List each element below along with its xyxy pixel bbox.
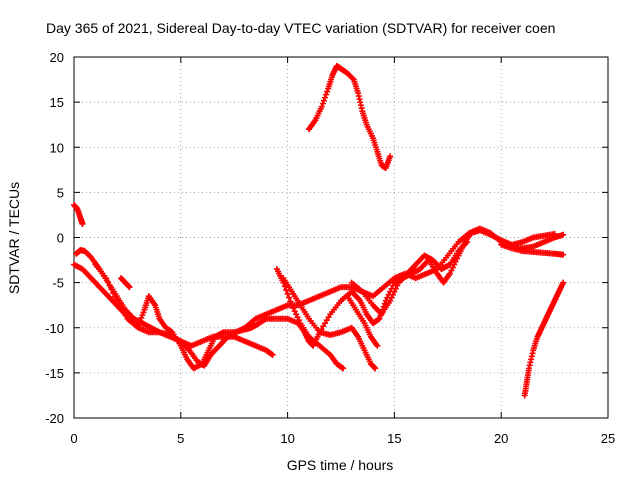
data-point [117,303,124,310]
data-point [324,88,331,95]
data-point [284,290,291,297]
series-arc-7 [280,275,379,372]
y-tick-label: 15 [50,95,64,110]
data-point [387,153,394,160]
data-point [320,97,327,104]
x-tick-label: 15 [387,431,401,446]
data-point [389,291,396,298]
chart-title: Day 365 of 2021, Sidereal Day-to-day VTE… [46,20,555,36]
data-point [319,100,326,107]
data-point [115,300,122,307]
data-point [106,282,113,289]
data-point [323,317,330,324]
data-point [288,302,295,309]
data-point [449,264,456,271]
x-tick-label: 20 [494,431,508,446]
data-point [290,305,297,312]
series-arc-8 [344,293,381,349]
series-arc-5 [117,275,133,291]
data-point [294,314,301,321]
y-tick-label: -15 [45,366,64,381]
data-points [71,63,567,399]
data-point [108,286,115,293]
data-point [111,293,118,300]
data-point [291,308,298,315]
series-arc-10 [305,63,394,172]
y-tick-label: 5 [57,185,64,200]
data-point [388,294,395,301]
data-point [320,323,327,330]
y-axis-label: SDTVAR / TECUs [6,182,22,294]
axis-ticks [73,56,609,419]
data-point [323,91,330,98]
y-tick-label: -5 [52,276,64,291]
series-arc-1 [71,202,86,227]
data-point [122,312,129,319]
x-axis-label: GPS time / hours [287,457,394,473]
data-point [87,253,94,260]
x-tick-label: 25 [601,431,615,446]
data-point [446,270,453,277]
data-point [349,75,356,82]
grid [74,57,608,418]
y-tick-label: 0 [57,231,64,246]
data-point [287,298,294,305]
data-point [120,309,127,316]
data-point [79,220,86,227]
y-tick-label: -20 [45,411,64,426]
data-point [119,306,126,313]
data-point [318,103,325,110]
data-point [448,267,455,274]
data-point [321,320,328,327]
data-point [113,297,120,304]
series-arc-11 [521,279,567,399]
data-point [126,284,133,291]
data-point [269,351,276,358]
data-point [392,285,399,292]
data-point [391,288,398,295]
series-arc-9 [348,239,471,318]
series-arc-4 [92,261,276,358]
data-point [551,230,558,237]
data-point [340,365,347,372]
x-tick-labels: 0 5 10 15 20 25 [70,431,615,446]
x-tick-label: 5 [177,431,184,446]
series-arc-12 [498,241,567,258]
data-point [394,282,401,289]
data-point [387,297,394,304]
data-point [374,342,381,349]
data-point [376,315,383,322]
data-point [286,294,293,301]
data-point [325,314,332,321]
data-point [464,239,471,246]
y-tick-label: -10 [45,321,64,336]
data-point [560,251,567,258]
data-point [293,311,300,318]
x-tick-label: 10 [280,431,294,446]
y-tick-labels: -20 -15 -10 -5 0 5 10 15 20 [45,50,64,426]
y-tick-label: 10 [50,140,64,155]
data-point [104,278,111,285]
data-point [560,231,567,238]
data-point [295,317,302,324]
data-point [560,279,567,286]
x-tick-label: 0 [70,431,77,446]
data-point [103,275,110,282]
y-tick-label: 20 [50,50,64,65]
data-point [110,290,117,297]
data-point [321,94,328,101]
data-point [372,365,379,372]
